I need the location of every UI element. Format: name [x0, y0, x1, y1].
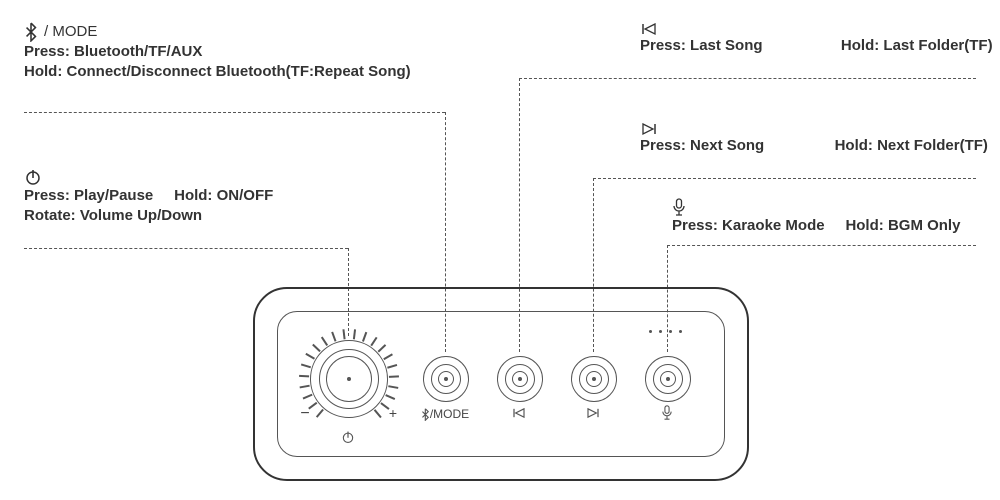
mode-hold-value: Connect/Disconnect Bluetooth(TF:Repeat S…: [67, 63, 411, 80]
prev-hold-value: Last Folder(TF): [883, 37, 992, 54]
mode-heading-text: / MODE: [44, 22, 97, 42]
mode-button-label: /MODE: [421, 407, 469, 421]
mic-hold-value: BGM Only: [888, 217, 961, 234]
prev-press-value: Last Song: [690, 37, 763, 54]
prev-button-icon: [512, 407, 527, 419]
power-rotate-label: Rotate:: [24, 207, 76, 224]
connector-power-h: [24, 248, 348, 249]
led-dot: [649, 330, 652, 333]
power-icon-wrap: [24, 168, 273, 186]
next-hold-value: Next Folder(TF): [877, 137, 988, 154]
mode-heading: / MODE: [24, 22, 411, 42]
power-hold-value: ON/OFF: [217, 187, 274, 204]
connector-prev-h: [519, 78, 976, 79]
mic-button[interactable]: [645, 356, 691, 402]
prev-press-label: Press:: [640, 37, 686, 54]
power-icon: [24, 168, 42, 186]
led-dot: [669, 330, 672, 333]
mic-press-label: Press:: [672, 217, 718, 234]
mic-press-value: Karaoke Mode: [722, 217, 825, 234]
power-rotate-value: Volume Up/Down: [80, 207, 202, 224]
power-line2: Rotate: Volume Up/Down: [24, 206, 273, 226]
next-button-icon: [586, 407, 601, 419]
power-hold-label: Hold:: [174, 187, 212, 204]
mic-button-icon: [661, 405, 673, 420]
mode-press: Press: Bluetooth/TF/AUX: [24, 42, 411, 62]
next-line: Press: Next Song Hold: Next Folder(TF): [640, 136, 988, 156]
next-press-value: Next Song: [690, 137, 764, 154]
plus-label: +: [389, 405, 397, 421]
next-button[interactable]: [571, 356, 617, 402]
bluetooth-icon: [421, 408, 430, 421]
minus-label: −: [300, 405, 309, 423]
callout-next: Press: Next Song Hold: Next Folder(TF): [640, 122, 988, 156]
mode-label-text: /MODE: [430, 407, 469, 421]
callout-prev: Press: Last Song Hold: Last Folder(TF): [640, 22, 993, 56]
next-icon: [640, 122, 658, 136]
connector-mic-h: [667, 245, 976, 246]
callout-mode: / MODE Press: Bluetooth/TF/AUX Hold: Con…: [24, 22, 411, 81]
callout-power: Press: Play/Pause Hold: ON/OFF Rotate: V…: [24, 168, 273, 225]
prev-button[interactable]: [497, 356, 543, 402]
power-line1: Press: Play/Pause Hold: ON/OFF: [24, 186, 273, 206]
next-hold-label: Hold:: [835, 137, 873, 154]
mode-hold-label: Hold:: [24, 63, 62, 80]
bluetooth-icon: [24, 22, 38, 42]
mode-press-label: Press:: [24, 43, 70, 60]
led-dot: [659, 330, 662, 333]
mic-line: Press: Karaoke Mode Hold: BGM Only: [672, 216, 960, 236]
power-press-value: Play/Pause: [74, 187, 153, 204]
next-press-label: Press:: [640, 137, 686, 154]
power-knob[interactable]: [310, 340, 388, 418]
mic-hold-label: Hold:: [845, 217, 883, 234]
diagram-canvas: / MODE Press: Bluetooth/TF/AUX Hold: Con…: [0, 0, 1000, 500]
callout-mic: Press: Karaoke Mode Hold: BGM Only: [672, 198, 960, 236]
mode-hold: Hold: Connect/Disconnect Bluetooth(TF:Re…: [24, 62, 411, 82]
power-press-label: Press:: [24, 187, 70, 204]
mode-press-value: Bluetooth/TF/AUX: [74, 43, 202, 60]
power-button-icon: [341, 430, 355, 444]
prev-icon: [640, 22, 658, 36]
connector-next-h: [593, 178, 976, 179]
prev-line: Press: Last Song Hold: Last Folder(TF): [640, 36, 993, 56]
mode-button[interactable]: [423, 356, 469, 402]
led-dot: [679, 330, 682, 333]
connector-mode-h: [24, 112, 445, 113]
prev-hold-label: Hold:: [841, 37, 879, 54]
mic-icon: [672, 198, 686, 216]
